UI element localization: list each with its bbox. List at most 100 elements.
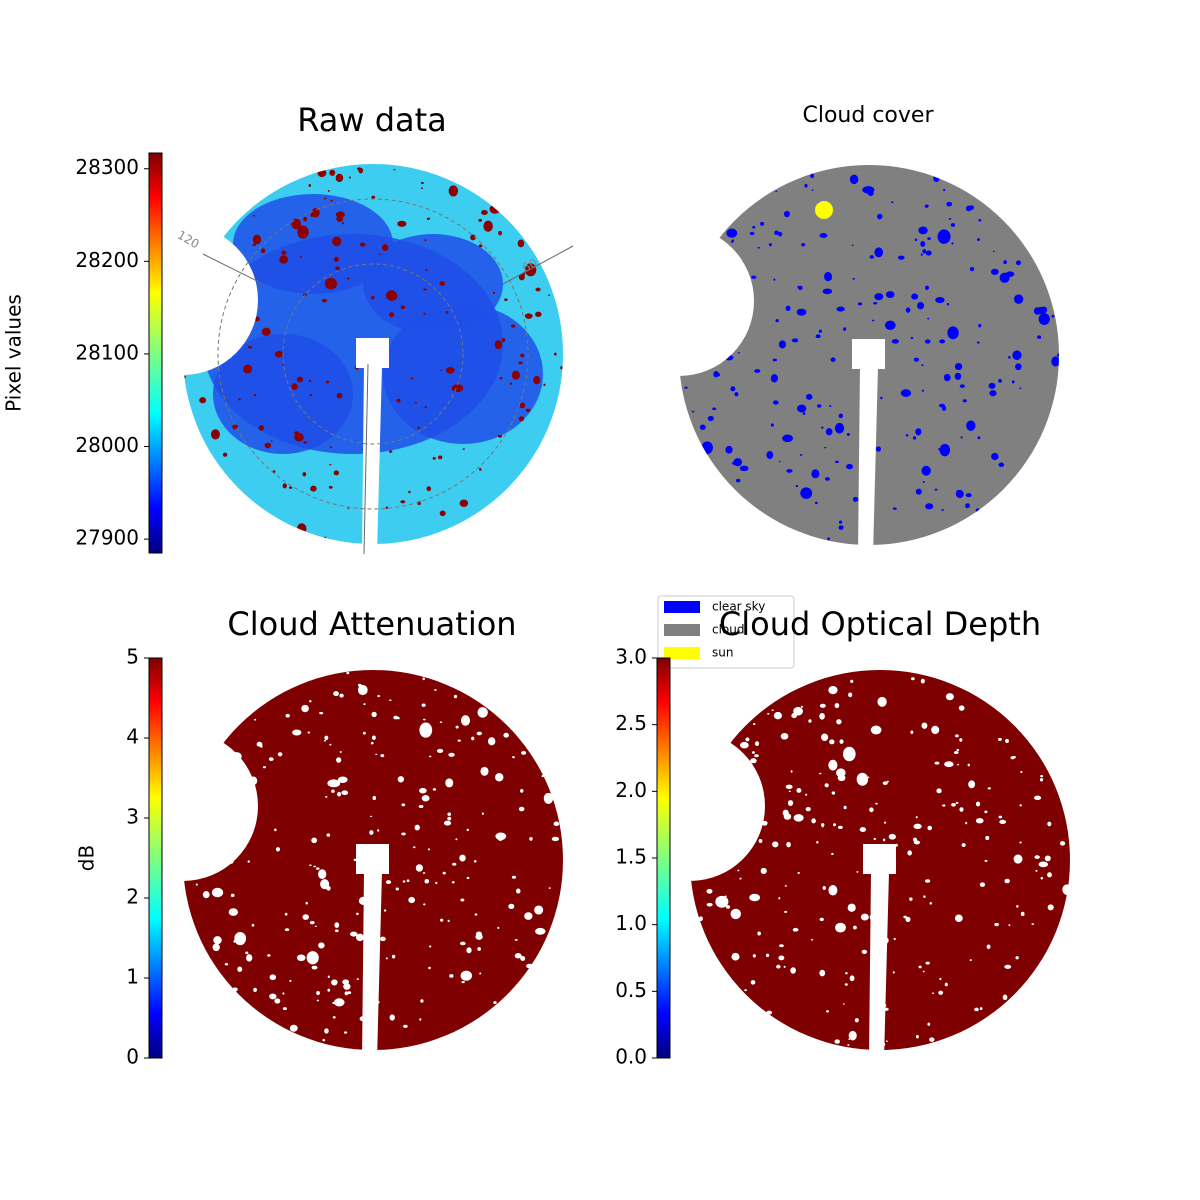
sky-spot	[424, 724, 428, 728]
sky-spot	[959, 384, 965, 388]
sky-spot	[518, 806, 525, 812]
sky-spot	[363, 703, 366, 706]
sky-spot	[237, 966, 243, 972]
sky-spot	[1016, 260, 1021, 266]
sky-spot	[707, 415, 714, 422]
sky-spot	[445, 778, 454, 788]
sky-spot	[749, 231, 755, 236]
sky-spot	[317, 168, 327, 178]
sky-spot	[318, 942, 325, 949]
sky-spot	[253, 393, 257, 397]
sky-spot	[737, 760, 741, 764]
sky-spot	[385, 957, 388, 960]
sky-spot	[421, 703, 426, 707]
sky-spot	[999, 819, 1007, 825]
sky-spot	[975, 508, 980, 513]
sky-spot	[269, 993, 277, 1000]
sky-spot	[946, 302, 950, 306]
sky-spot	[515, 888, 521, 894]
sky-spot	[356, 868, 359, 871]
sky-spot	[424, 239, 427, 242]
sky-spot	[854, 1018, 859, 1023]
sky-spot	[730, 802, 742, 812]
sky-spot	[856, 871, 859, 873]
sky-spot	[865, 345, 871, 351]
sky-spot	[750, 980, 756, 985]
sky-spot	[269, 974, 277, 981]
sky-spot	[306, 951, 319, 965]
y-tick-label: 0.0	[615, 1045, 647, 1069]
sky-spot	[408, 490, 411, 494]
sky-spot	[389, 699, 392, 702]
sky-spot	[386, 353, 390, 356]
sky-spot	[410, 377, 414, 380]
sky-spot	[819, 703, 826, 708]
sky-spot	[828, 759, 838, 771]
y-tick-label: 28300	[75, 155, 139, 179]
y-tick-label: 2.5	[615, 711, 647, 735]
grid-circle	[217, 198, 529, 510]
sky-spot	[1037, 335, 1042, 339]
sky-spot	[716, 258, 719, 262]
sky-spot	[799, 454, 803, 456]
sky-spot	[282, 364, 285, 366]
sky-spot	[891, 339, 899, 344]
sky-spot	[913, 823, 922, 830]
sky-spot	[978, 323, 982, 328]
y-tick-label: 1.0	[615, 911, 647, 935]
sky-spot	[308, 184, 311, 187]
sky-spot	[909, 897, 913, 901]
sky-spot	[385, 880, 392, 885]
sky-spot	[385, 506, 389, 509]
sky-spot	[731, 282, 735, 286]
sky-spot	[509, 382, 513, 385]
sky-spot	[382, 244, 389, 251]
sky-spot	[778, 897, 781, 900]
sky-spot	[808, 719, 812, 723]
sky-spot	[383, 849, 389, 856]
sky-spot	[341, 790, 349, 796]
sky-spot	[309, 700, 312, 703]
sky-spot	[938, 403, 946, 408]
sky-spot	[520, 955, 526, 962]
sky-spot	[1015, 956, 1019, 960]
sky-spot	[423, 312, 426, 315]
sky-spot	[268, 757, 274, 762]
sky-spot	[460, 898, 465, 902]
sky-spot	[843, 327, 847, 331]
sky-spot	[331, 789, 335, 793]
sky-spot	[732, 239, 735, 242]
sky-spot	[822, 886, 826, 890]
sky-spot	[389, 292, 398, 301]
sky-spot	[775, 190, 778, 193]
sky-spot	[364, 528, 374, 537]
sky-spot	[684, 386, 688, 389]
sky-spot	[954, 362, 963, 371]
sky-spot	[834, 422, 845, 434]
sky-spot	[359, 342, 365, 347]
sky-spot	[945, 693, 954, 701]
sky-region	[363, 234, 503, 334]
sky-spot	[782, 434, 793, 443]
sky-spot	[376, 1001, 380, 1004]
sky-spot	[790, 770, 793, 773]
sky-spot	[349, 931, 358, 937]
sky-spot	[731, 301, 734, 305]
sky-spot	[309, 394, 313, 397]
sky-spot	[994, 922, 999, 927]
sky-spot	[712, 407, 717, 411]
sky-spot	[299, 255, 303, 258]
sky-spot	[336, 392, 343, 399]
sky-spot	[400, 500, 406, 504]
sky-spot	[426, 217, 430, 221]
sky-spot	[262, 766, 267, 769]
sky-spot	[847, 903, 856, 912]
sky-spot	[524, 313, 533, 319]
sky-spot	[884, 320, 896, 330]
sky-spot	[783, 965, 786, 968]
sky-spot	[1038, 313, 1050, 325]
sky-spot	[778, 340, 787, 349]
sky-spot	[401, 832, 406, 836]
sky-spot	[888, 833, 896, 840]
sky-spot	[372, 948, 379, 954]
